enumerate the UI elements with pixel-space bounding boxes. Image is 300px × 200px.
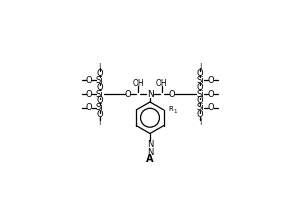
Text: O: O bbox=[208, 76, 214, 85]
Text: Si: Si bbox=[196, 103, 204, 112]
Text: O: O bbox=[96, 69, 103, 78]
Text: Si: Si bbox=[196, 90, 204, 99]
Text: O: O bbox=[85, 76, 92, 85]
Text: O: O bbox=[208, 90, 214, 99]
Text: O: O bbox=[208, 103, 214, 112]
Text: N: N bbox=[147, 90, 153, 99]
Text: |: | bbox=[199, 63, 202, 70]
Text: R: R bbox=[168, 106, 173, 112]
Text: O: O bbox=[85, 90, 92, 99]
Text: N: N bbox=[147, 140, 153, 149]
Text: O: O bbox=[125, 90, 132, 99]
Text: O: O bbox=[197, 110, 204, 119]
Text: |: | bbox=[98, 63, 101, 70]
Text: Si: Si bbox=[96, 90, 103, 99]
Text: O: O bbox=[96, 83, 103, 92]
Text: O: O bbox=[96, 110, 103, 119]
Text: O: O bbox=[197, 83, 204, 92]
Text: Si: Si bbox=[96, 103, 103, 112]
Text: |: | bbox=[199, 118, 202, 125]
Text: |: | bbox=[98, 118, 101, 125]
Text: O: O bbox=[85, 103, 92, 112]
Text: O: O bbox=[197, 96, 204, 105]
Text: O: O bbox=[168, 90, 175, 99]
Text: OH: OH bbox=[132, 79, 144, 88]
Text: 1: 1 bbox=[174, 109, 177, 114]
Text: O: O bbox=[197, 69, 204, 78]
Text: OH: OH bbox=[156, 79, 168, 88]
Text: A: A bbox=[146, 154, 154, 164]
Text: N: N bbox=[147, 148, 153, 157]
Text: Si: Si bbox=[96, 76, 103, 85]
Text: Si: Si bbox=[196, 76, 204, 85]
Text: O: O bbox=[96, 96, 103, 105]
